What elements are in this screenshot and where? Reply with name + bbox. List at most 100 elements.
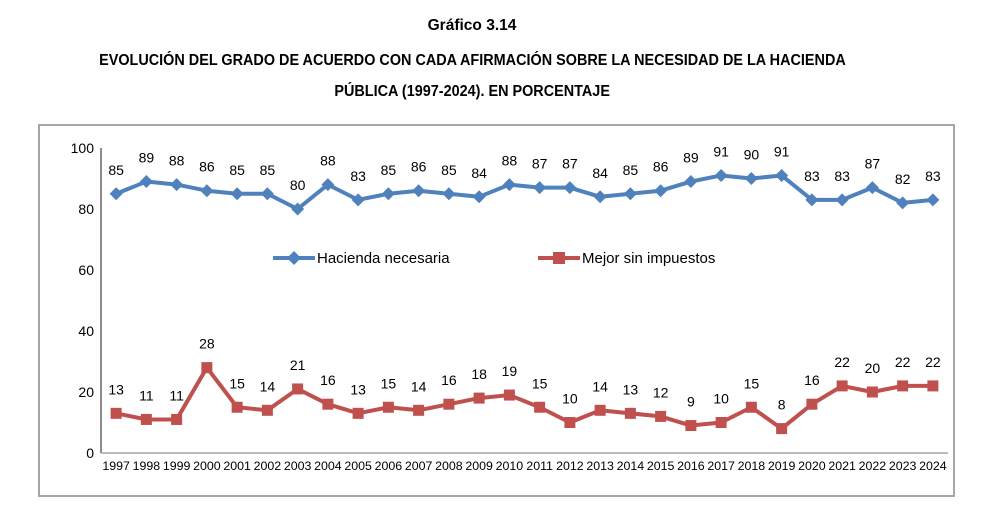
x-axis-tick-label: 2022 bbox=[859, 459, 887, 473]
legend-marker-line-diamond-icon bbox=[273, 251, 315, 265]
data-point-marker bbox=[534, 401, 546, 413]
data-point-label: 91 bbox=[774, 143, 790, 159]
data-point-label: 85 bbox=[623, 162, 639, 178]
data-point-label: 83 bbox=[350, 168, 366, 184]
y-axis-tick-label: 80 bbox=[78, 201, 94, 217]
chart-subtitle-line2: PÚBLICA (1997-2024). EN PORCENTAJE bbox=[0, 83, 944, 101]
data-point-label: 22 bbox=[925, 354, 941, 370]
x-axis-tick-label: 2005 bbox=[344, 459, 372, 473]
data-point-label: 87 bbox=[562, 156, 578, 172]
data-point-marker bbox=[806, 398, 818, 410]
x-axis-tick-label: 2023 bbox=[889, 459, 917, 473]
y-axis-tick-label: 20 bbox=[78, 384, 94, 400]
x-axis-tick-label: 1998 bbox=[133, 459, 161, 473]
data-point-label: 9 bbox=[687, 394, 695, 410]
data-point-label: 90 bbox=[744, 147, 760, 163]
data-point-label: 84 bbox=[592, 165, 608, 181]
data-point-label: 88 bbox=[502, 153, 518, 169]
data-point-marker bbox=[836, 380, 848, 392]
x-axis-tick-label: 2006 bbox=[375, 459, 403, 473]
x-axis-tick-label: 1999 bbox=[163, 459, 191, 473]
data-point-marker bbox=[776, 423, 788, 435]
x-axis-tick-label: 2001 bbox=[223, 459, 251, 473]
legend-label: Mejor sin impuestos bbox=[582, 249, 716, 267]
x-axis-tick-label: 2009 bbox=[465, 459, 493, 473]
data-point-label: 89 bbox=[683, 150, 699, 166]
data-point-label: 14 bbox=[411, 378, 427, 394]
data-point-label: 86 bbox=[653, 159, 669, 175]
series-hacienda-necesaria: 85 89 88 86 85 85 80 88 83 85 86 85 84 88 87 87 84 85 86 89… bbox=[108, 143, 941, 216]
series-hacienda-necesaria-line bbox=[115, 173, 934, 211]
data-point-marker bbox=[835, 193, 849, 207]
data-point-marker bbox=[897, 380, 909, 392]
x-axis-tick-label: 2007 bbox=[405, 459, 433, 473]
data-point-label: 8 bbox=[778, 397, 786, 413]
data-point-marker bbox=[473, 392, 485, 404]
data-point-marker bbox=[866, 386, 878, 398]
data-point-label: 88 bbox=[320, 153, 336, 169]
data-point-marker bbox=[684, 175, 698, 189]
data-point-label: 82 bbox=[895, 171, 911, 187]
legend-label: Hacienda necesaria bbox=[317, 249, 450, 267]
data-point-label: 86 bbox=[199, 159, 215, 175]
data-point-marker bbox=[322, 398, 334, 410]
data-point-label: 10 bbox=[713, 391, 729, 407]
data-point-label: 83 bbox=[834, 168, 850, 184]
chart-frame: 0 20 40 60 80 100 1997 1998 1999 2000 2001 2002 2003… bbox=[38, 124, 955, 497]
x-axis-tick-label: 2017 bbox=[707, 459, 735, 473]
data-point-marker bbox=[775, 168, 789, 182]
x-axis-tick-label: 2012 bbox=[556, 459, 584, 473]
data-point-marker bbox=[231, 401, 243, 413]
data-point-marker bbox=[413, 404, 425, 416]
data-point-marker bbox=[655, 410, 667, 422]
data-point-marker bbox=[321, 178, 335, 192]
x-axis-tick-label: 2016 bbox=[677, 459, 705, 473]
x-axis-tick-label: 2010 bbox=[496, 459, 524, 473]
data-point-label: 89 bbox=[139, 150, 155, 166]
data-point-label: 85 bbox=[260, 162, 276, 178]
chart-title: Gráfico 3.14 bbox=[427, 17, 517, 34]
x-axis-tick-label: 2011 bbox=[526, 459, 553, 473]
data-point-marker bbox=[564, 417, 576, 428]
data-point-marker bbox=[502, 178, 516, 192]
data-point-marker bbox=[685, 420, 697, 432]
data-point-marker bbox=[654, 184, 668, 198]
x-axis-tick-label: 2014 bbox=[617, 459, 645, 473]
data-point-label: 85 bbox=[108, 162, 124, 178]
x-axis-tick-label: 2024 bbox=[919, 459, 947, 473]
data-point-marker bbox=[109, 187, 123, 201]
data-point-label: 83 bbox=[925, 168, 941, 184]
data-point-marker bbox=[171, 413, 183, 425]
data-point-label: 87 bbox=[865, 156, 881, 172]
data-point-marker bbox=[139, 175, 153, 189]
data-point-label: 12 bbox=[653, 384, 669, 400]
data-point-marker bbox=[896, 196, 910, 210]
data-point-label: 18 bbox=[471, 366, 487, 382]
data-point-label: 15 bbox=[532, 375, 548, 391]
x-axis-tick-label: 2002 bbox=[254, 459, 282, 473]
legend-item-hacienda-necesaria: Hacienda necesaria bbox=[273, 248, 450, 268]
data-point-label: 15 bbox=[744, 375, 760, 391]
data-point-label: 16 bbox=[320, 372, 336, 388]
data-point-label: 85 bbox=[441, 162, 457, 178]
data-point-label: 87 bbox=[532, 156, 548, 172]
data-point-marker bbox=[140, 413, 152, 425]
data-point-marker bbox=[714, 168, 728, 182]
data-point-marker bbox=[715, 417, 727, 428]
data-point-label: 16 bbox=[804, 372, 820, 388]
series-mejor-sin-impuestos: 13 11 11 28 15 14 21 16 13 15 14 16 18 19 15 10 14 13 12 9 1… bbox=[108, 336, 941, 435]
data-point-marker bbox=[745, 401, 757, 413]
data-point-marker bbox=[352, 407, 364, 419]
data-point-label: 22 bbox=[834, 354, 850, 370]
x-axis-tick-label: 2018 bbox=[738, 459, 766, 473]
data-point-marker bbox=[291, 202, 305, 216]
data-point-marker bbox=[382, 401, 394, 413]
data-point-label: 10 bbox=[562, 391, 578, 407]
data-point-marker bbox=[351, 193, 365, 207]
data-point-marker bbox=[230, 187, 244, 201]
data-point-marker bbox=[533, 181, 547, 195]
data-point-marker bbox=[261, 404, 273, 416]
y-axis-tick-label: 100 bbox=[71, 140, 95, 156]
